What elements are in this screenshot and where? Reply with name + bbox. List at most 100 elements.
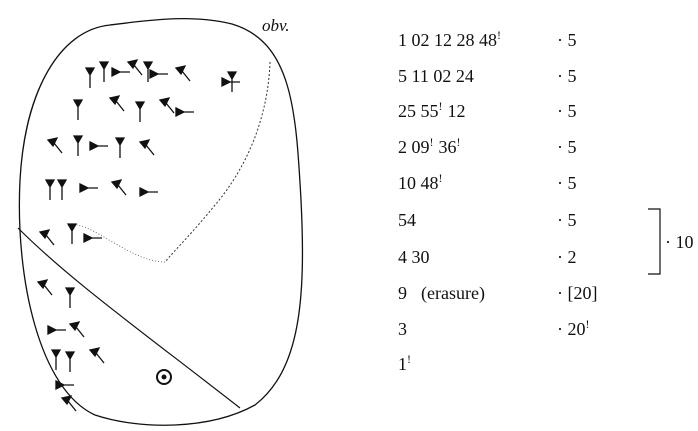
wedge [115,137,125,159]
row-number: 2 09! 36! [398,135,466,157]
row-number: 54 [398,210,421,230]
wedge [67,223,77,245]
text-segment: · [20] [557,283,597,303]
text-segment: · 5 [557,173,577,193]
mark: ! [429,135,434,149]
row-number: 25 55! 12 [398,100,471,121]
text-segment: 10 48! [398,171,443,193]
wedge [111,67,131,77]
text-segment: · 5 [557,210,577,230]
wedge [175,65,191,82]
text: 9 [398,283,407,303]
text: 2 09 [398,137,430,157]
wedge [139,139,155,156]
wedge [221,77,241,87]
break-line [69,224,166,263]
text: 10 48 [398,173,439,193]
seal-mark [156,369,172,385]
wedge [149,69,169,79]
wedge [99,61,109,83]
text-segment: · 5 [557,101,577,121]
wedge [135,101,145,123]
bracket [648,208,661,275]
wedge [39,229,55,246]
wedge [83,233,103,243]
wedge [65,351,75,373]
text: · [20] [557,283,598,303]
wedge [47,137,63,154]
text-segment: · 5 [557,137,577,157]
text: 12 [447,101,466,121]
text: (erasure) [421,283,485,303]
wedge [65,287,75,309]
wedge [61,395,77,412]
text: 4 30 [398,247,430,267]
wedge [69,321,85,338]
tablet-outline [18,17,304,426]
row-factor: · 5 [557,30,577,50]
text: · 5 [557,101,577,121]
row-factor: · 5 [557,173,577,193]
wedge [85,67,95,89]
row-number: 9 (erasure) [398,283,499,303]
mark: ! [407,352,411,366]
text-segment: (erasure) [421,283,485,303]
divider-line [17,227,241,409]
text-segment: 4 30 [398,247,430,267]
wedge [45,179,55,201]
row-number: 4 30 [398,247,435,267]
text-segment: 54 [398,210,416,230]
wedge [79,183,99,193]
wedge [139,187,159,197]
text: · 5 [557,66,577,86]
row-factor: · 20! [557,317,590,339]
text-segment: 3 [398,319,407,339]
row-number: 1 02 12 28 48! [398,29,506,50]
text: 25 55 [398,101,439,121]
text: · 5 [557,173,577,193]
text-segment: 12 [448,101,466,121]
text: · 5 [557,30,577,50]
text: 54 [398,210,416,230]
text: 1 02 12 28 48 [398,30,497,50]
wedge [51,349,61,371]
wedge [127,59,143,76]
text: · 20 [557,319,586,339]
mark: ! [585,317,590,331]
cuneiform-signs [37,59,241,412]
mark: ! [438,171,443,185]
wedge [175,107,195,117]
text-segment: 9 [398,283,407,303]
wedge [89,141,109,151]
side-label: obv. [262,16,290,35]
row-number: 3 [398,319,412,339]
text-segment: 5 11 02 24 [398,66,474,86]
wedge [111,179,127,196]
wedge [159,97,175,114]
text: 36 [438,137,457,157]
row-number: 1! [398,352,416,374]
wedge [57,179,67,201]
text: 1 [398,354,407,374]
wedge [73,135,83,157]
text: · 5 [557,137,577,157]
text: · 2 [557,247,577,267]
wedge [47,325,67,335]
row-factor: · [20] [557,283,597,303]
text-segment: 1 02 12 28 48! [398,29,501,50]
text-segment: 36! [438,135,461,157]
row-factor: · 5 [557,66,577,86]
text-segment: · 5 [557,66,577,86]
mark: ! [456,135,461,149]
text: · 5 [557,210,577,230]
text-segment: · 5 [557,30,577,50]
text: 5 11 02 24 [398,66,474,86]
text-segment: 25 55! [398,100,443,121]
row-factor: · 2 [557,247,577,267]
wedge [89,347,105,364]
row-number: 10 48! [398,171,448,193]
text: 3 [398,319,407,339]
text-segment: · 20! [557,317,590,339]
row-factor: · 5 [557,210,577,230]
